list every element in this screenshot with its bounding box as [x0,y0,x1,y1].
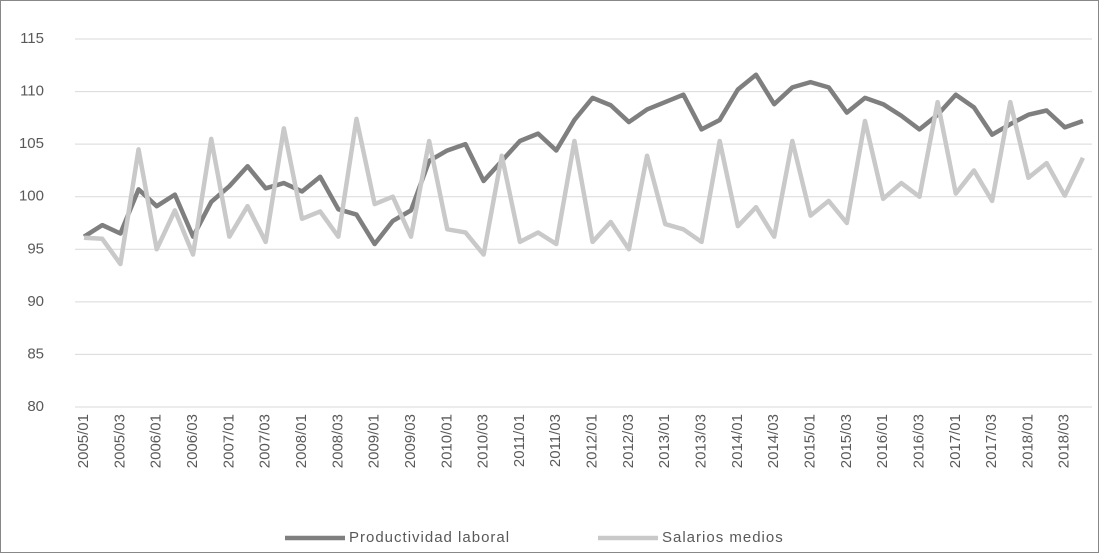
x-tick-label: 2017/01 [947,414,964,468]
x-tick-label: 2014/03 [765,414,782,468]
x-tick-label: 2010/03 [475,414,492,468]
series-line [83,99,1085,267]
x-tick-label: 2006/01 [148,414,165,468]
x-tick-label: 2012/03 [620,414,637,468]
y-tick-label: 110 [20,83,44,100]
x-tick-label: 2011/03 [547,414,564,467]
x-tick-label: 2010/01 [438,414,455,468]
x-tick-label: 2005/03 [111,414,128,468]
y-tick-label: 85 [27,345,44,362]
x-tick-label: 2009/03 [402,414,419,468]
x-tick-label: 2018/01 [1019,414,1036,468]
x-tick-label: 2008/03 [329,414,346,468]
y-tick-label: 115 [20,30,44,47]
x-tick-label: 2015/01 [801,414,818,468]
x-tick-label: 2007/03 [257,414,274,468]
x-tick-label: 2015/03 [838,414,855,468]
x-tick-label: 2006/03 [184,414,201,468]
legend-label: Productividad laboral [349,529,510,546]
x-tick-label: 2013/03 [693,414,710,468]
x-tick-label: 2007/01 [220,414,237,468]
x-tick-label: 2012/01 [584,414,601,468]
x-tick-label: 2016/03 [910,414,927,468]
y-tick-label: 105 [19,135,44,152]
y-tick-label: 100 [19,188,44,205]
x-tick-label: 2018/03 [1056,414,1073,468]
x-tick-label: 2017/03 [983,414,1000,468]
x-tick-label: 2005/01 [75,414,92,468]
x-tick-label: 2013/01 [656,414,673,468]
series-line [82,72,1084,247]
x-tick-label: 2011/01 [511,414,528,467]
y-tick-label: 80 [27,398,44,415]
y-tick-label: 95 [27,240,44,257]
x-tick-label: 2008/01 [293,414,310,468]
legend-label: Salarios medios [662,529,784,546]
x-tick-label: 2014/01 [729,414,746,468]
x-tick-label: 2016/01 [874,414,891,468]
x-tick-label: 2009/01 [366,414,383,468]
y-tick-label: 90 [27,293,44,310]
